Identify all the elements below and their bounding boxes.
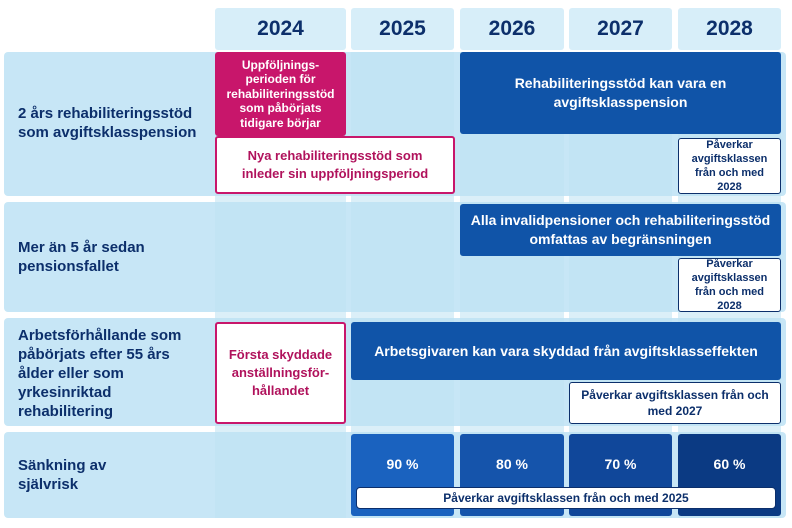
row-label-rehab-support: 2 års rehabiliteringsstöd som avgiftskla… <box>18 105 197 141</box>
rehab-pension-bar: Rehabiliteringsstöd kan vara en avgiftsk… <box>460 52 781 134</box>
new-support-box: Nya rehabiliteringsstöd som inleder sin … <box>215 136 455 194</box>
row-label-deductible: Sänkning av självrisk <box>18 457 107 493</box>
all-pensions-bar: Alla invalidpensioner och rehabilitering… <box>460 204 781 256</box>
year-header-2028: 2028 <box>678 8 781 50</box>
year-header-2024: 2024 <box>215 8 346 50</box>
note-2027: Påverkar avgiftsklassen från och med 202… <box>569 382 781 424</box>
year-header-2026: 2026 <box>460 8 564 50</box>
note-2028-row1: Påverkar avgiftsklassen från och med 202… <box>678 138 781 194</box>
year-header-2025: 2025 <box>351 8 454 50</box>
note-2025: Påverkar avgiftsklassen från och med 202… <box>356 487 776 509</box>
row-label-five-years: Mer än 5 år sedan pensionsfallet <box>18 239 145 275</box>
first-protected-employment-box: Första skyddade anställningsför-hållande… <box>215 322 346 424</box>
year-header-2027: 2027 <box>569 8 672 50</box>
note-2028-row2: Påverkar avgiftsklassen från och med 202… <box>678 258 781 312</box>
row-label-employment-55: Arbetsförhållande som påbörjats efter 55… <box>18 327 182 420</box>
followup-period-box: Uppföljnings-perioden för rehabilitering… <box>215 52 346 136</box>
employer-protected-bar: Arbetsgivaren kan vara skyddad från avgi… <box>351 322 781 380</box>
